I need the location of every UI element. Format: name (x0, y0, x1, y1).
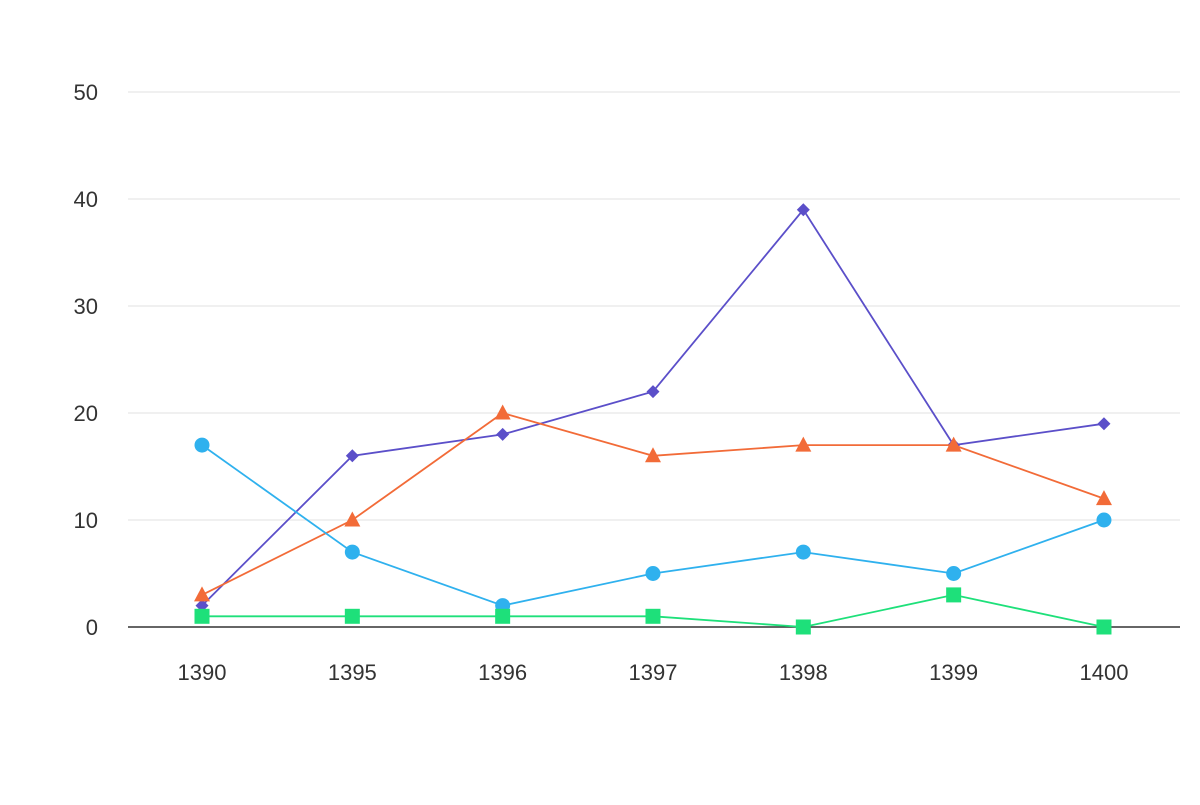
data-point-diamond[interactable] (796, 203, 810, 217)
series-line (201, 208, 1105, 607)
x-tick-label: 1396 (478, 660, 527, 685)
data-point-diamond[interactable] (1097, 417, 1111, 431)
data-point-triangle[interactable] (344, 511, 361, 527)
x-tick-label: 1390 (178, 660, 227, 685)
data-point-circle[interactable] (946, 566, 962, 581)
data-point-diamond[interactable] (496, 427, 510, 441)
data-point-diamond[interactable] (646, 385, 660, 399)
data-point-triangle[interactable] (644, 447, 661, 463)
data-point-square[interactable] (795, 619, 811, 635)
data-point-square[interactable] (495, 608, 511, 624)
data-point-circle[interactable] (645, 566, 661, 581)
series-line (201, 444, 1105, 607)
data-point-triangle[interactable] (795, 436, 812, 452)
data-point-square[interactable] (194, 608, 210, 624)
y-tick-label: 10 (74, 508, 98, 533)
series-group (194, 203, 1112, 635)
series-diamond (195, 203, 1111, 613)
data-point-square[interactable] (645, 608, 661, 624)
data-point-square[interactable] (946, 587, 962, 603)
data-point-circle[interactable] (194, 437, 210, 453)
data-point-circle[interactable] (795, 544, 811, 560)
x-tick-label: 1395 (328, 660, 377, 685)
data-point-triangle[interactable] (1095, 490, 1112, 506)
data-point-circle[interactable] (1096, 512, 1112, 528)
y-tick-label: 40 (74, 187, 98, 212)
y-tick-label: 50 (74, 80, 98, 105)
x-tick-label: 1399 (929, 660, 978, 685)
series-triangle (194, 404, 1112, 602)
data-point-circle[interactable] (344, 544, 360, 560)
data-point-triangle[interactable] (194, 586, 210, 602)
y-tick-label: 0 (86, 615, 98, 640)
x-tick-label: 1400 (1080, 660, 1129, 685)
grid (128, 91, 1180, 521)
data-point-square[interactable] (344, 608, 360, 624)
data-point-triangle[interactable] (945, 436, 962, 452)
x-tick-label: 1397 (629, 660, 678, 685)
x-tick-label: 1398 (779, 660, 828, 685)
y-tick-label: 20 (74, 401, 98, 426)
data-point-square[interactable] (1096, 619, 1112, 635)
y-tick-label: 30 (74, 294, 98, 319)
series-square (194, 587, 1112, 635)
data-point-diamond[interactable] (345, 449, 359, 463)
data-point-triangle[interactable] (494, 404, 511, 420)
series-circle (194, 437, 1112, 614)
axes: 0 10 20 30 40 50 1390 1395 1396 1397 1398 1399 1400 (74, 80, 1180, 685)
